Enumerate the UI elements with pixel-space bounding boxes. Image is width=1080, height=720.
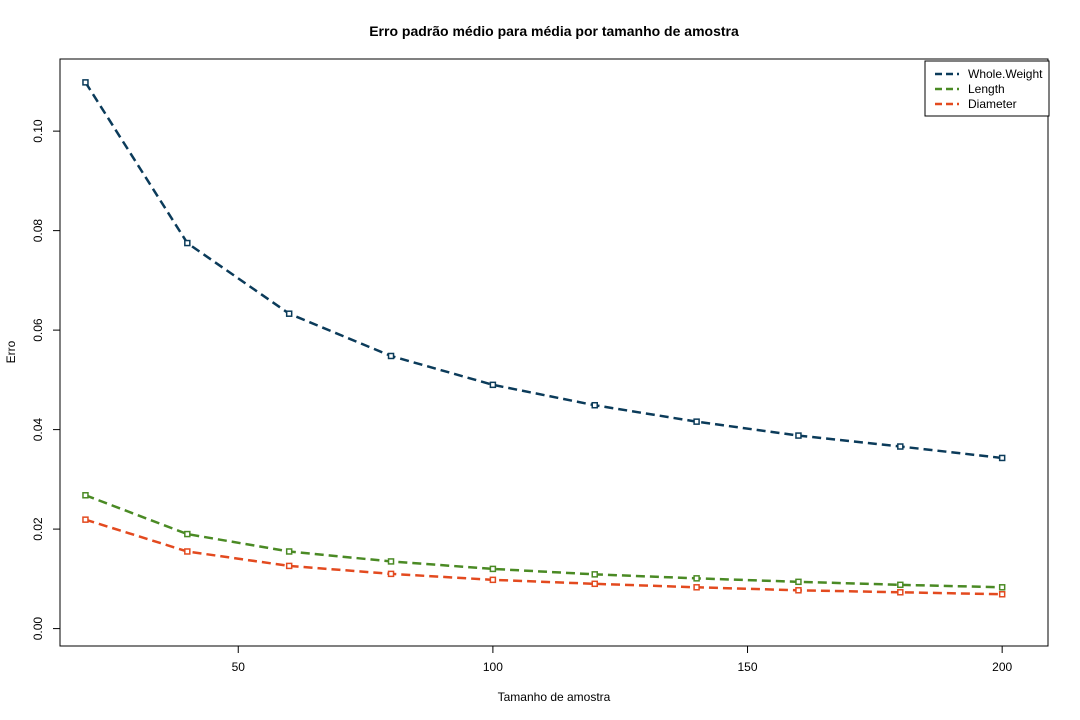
series-whole-weight [82, 79, 1006, 462]
y-tick-label: 0.00 [31, 617, 45, 641]
data-point [998, 584, 1006, 591]
series-length [82, 492, 1006, 591]
data-point [184, 548, 191, 555]
plot-area [59, 58, 1049, 647]
data-point [489, 381, 497, 389]
data-point [82, 492, 89, 499]
data-point [998, 454, 1006, 462]
series-line [84, 81, 1003, 460]
data-point [795, 587, 802, 594]
data-point [82, 79, 89, 86]
legend-item: Whole.Weight [935, 67, 1043, 81]
data-point [285, 548, 293, 555]
legend-item: Length [935, 82, 1005, 96]
series-layer [82, 79, 1006, 598]
data-point [184, 530, 191, 538]
y-axis: 0.00 0.02 0.04 0.06 0.08 0.10 [31, 119, 60, 640]
y-tick-label: 0.02 [31, 517, 45, 541]
legend-label: Length [968, 82, 1005, 96]
data-point [897, 589, 904, 596]
y-tick-label: 0.10 [31, 119, 45, 143]
data-point [998, 591, 1006, 598]
data-point [693, 418, 700, 425]
series-line [85, 494, 1003, 589]
data-point [489, 565, 497, 573]
x-tick-label: 50 [232, 660, 246, 674]
data-point [591, 401, 598, 409]
y-tick-label: 0.04 [31, 418, 45, 442]
data-point [285, 310, 293, 317]
data-point [489, 576, 497, 584]
data-point [387, 570, 395, 578]
data-point [795, 578, 802, 586]
y-tick-label: 0.08 [31, 219, 45, 243]
series-diameter [82, 516, 1006, 598]
data-point [897, 443, 904, 450]
x-axis: 50 100 150 200 [232, 646, 1012, 674]
data-point [693, 575, 700, 582]
data-point [387, 558, 395, 565]
data-point [897, 581, 904, 589]
y-tick-label: 0.06 [31, 318, 45, 342]
legend-label: Whole.Weight [968, 67, 1043, 81]
data-point [693, 584, 700, 591]
x-tick-label: 150 [738, 660, 758, 674]
data-point [387, 352, 395, 360]
data-point [184, 239, 191, 247]
series-line [85, 518, 1003, 596]
legend-item: Diameter [935, 97, 1017, 111]
x-tick-label: 200 [992, 660, 1012, 674]
legend-label: Diameter [968, 97, 1017, 111]
data-point [285, 562, 293, 570]
legend-box [924, 60, 1050, 117]
y-axis-label: Erro [4, 340, 18, 363]
x-axis-label: Tamanho de amostra [498, 690, 611, 704]
chart-title: Erro padrão médio para média por tamanho… [369, 23, 739, 39]
data-point [795, 432, 802, 439]
data-point [591, 580, 598, 588]
data-point [82, 516, 89, 523]
data-point [591, 571, 598, 578]
x-tick-label: 100 [483, 660, 503, 674]
